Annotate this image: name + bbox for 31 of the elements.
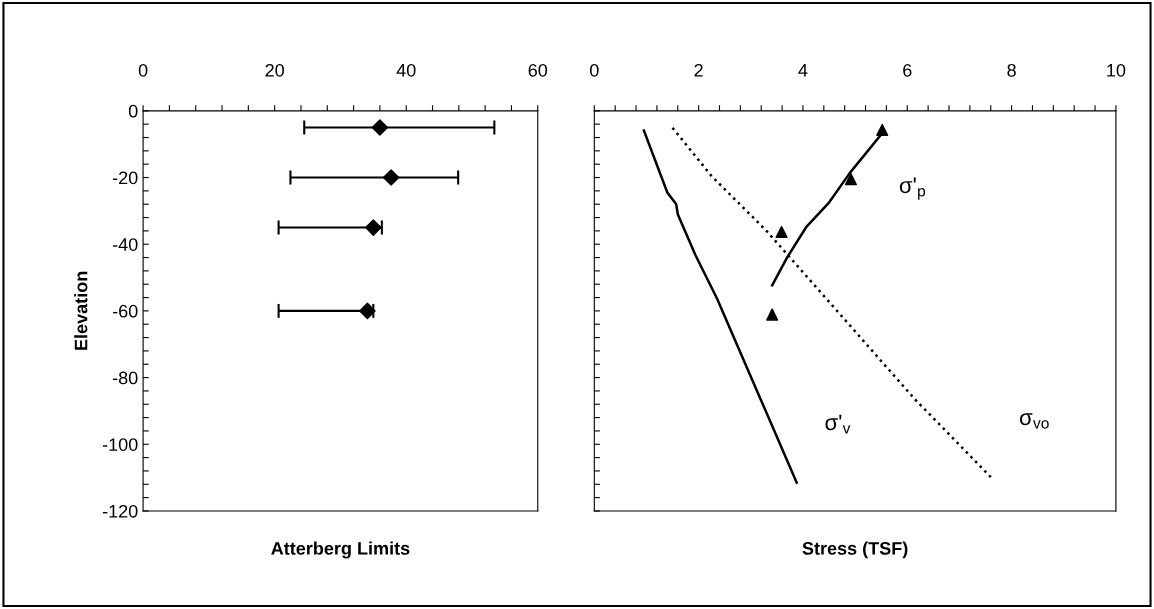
y-axis-title: Elevation <box>74 271 88 350</box>
point <box>844 173 858 186</box>
x-axis-title: Stress (TSF) <box>802 541 908 559</box>
y-tick-label: -100 <box>102 438 138 451</box>
point <box>371 119 389 136</box>
point <box>359 302 376 320</box>
x-tick-label: 40 <box>396 63 416 77</box>
y-tick-label: 0 <box>128 104 138 118</box>
y-tick-label: -80 <box>112 371 138 385</box>
x-tick-label: 10 <box>1107 63 1126 77</box>
point <box>876 123 889 136</box>
point <box>775 225 788 238</box>
y-tick-label: -60 <box>112 304 138 318</box>
point <box>365 219 382 236</box>
y-tick-label: -20 <box>112 171 138 185</box>
x-tick-label: 4 <box>798 64 808 77</box>
series-label: σ'$_{p}$ <box>899 177 926 200</box>
y-tick-label: -120 <box>102 504 138 518</box>
x-tick-label: 8 <box>1007 63 1016 77</box>
x-tick-label: 0 <box>589 63 599 77</box>
point <box>766 308 779 321</box>
text: σ'$_{v}$ <box>825 414 851 434</box>
x-tick-label: 20 <box>265 63 284 77</box>
x-axis-title: Atterberg Limits <box>271 541 410 559</box>
y-tick-label: -40 <box>112 238 138 251</box>
text: σ$_{vo}$ <box>1019 413 1049 429</box>
x-tick-label: 2 <box>694 63 703 77</box>
x-tick-label: 0 <box>138 63 148 77</box>
x-tick-label: 6 <box>903 63 912 77</box>
point <box>382 169 400 186</box>
x-tick-label: 60 <box>528 63 548 77</box>
